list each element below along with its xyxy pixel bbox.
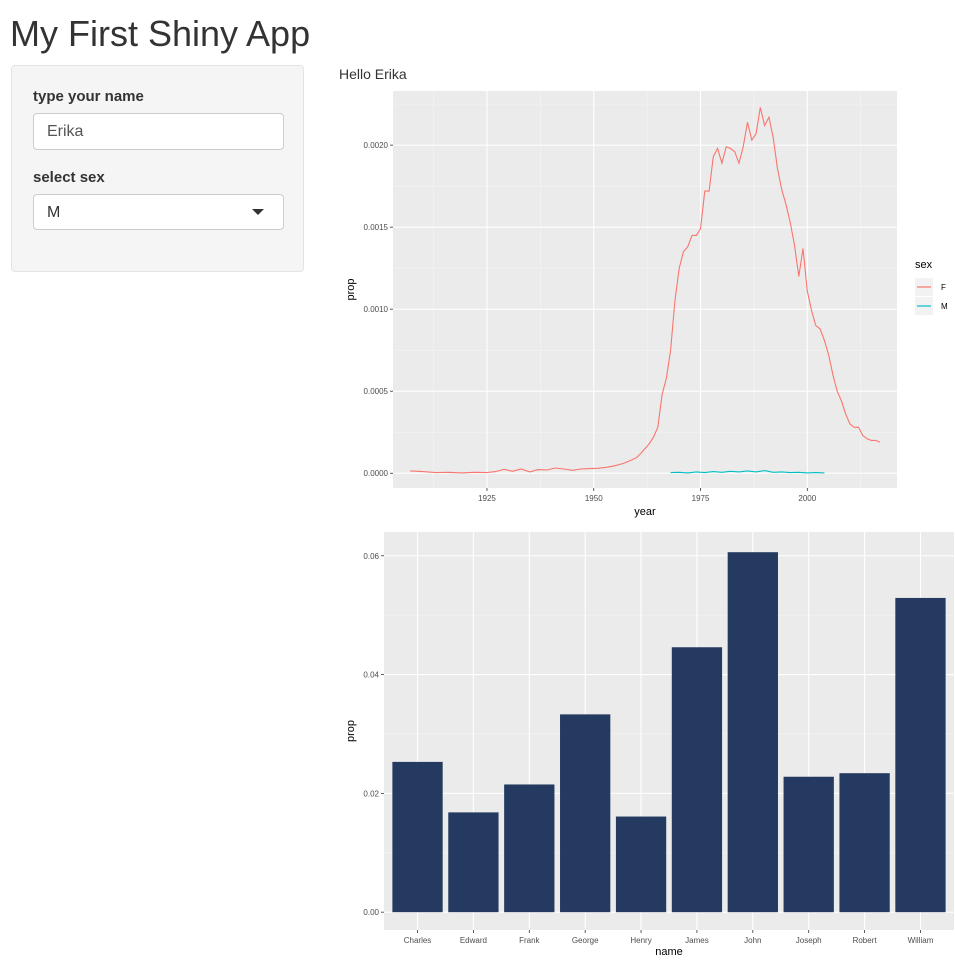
bar-chart: 0.00 0.02 0.04 0.06 Charles Edward Frank George… (345, 532, 954, 958)
x-tick-label: Edward (460, 936, 487, 945)
y-tick-label: 0.0010 (364, 305, 389, 314)
y-axis-title: prop (345, 278, 357, 300)
y-tick-label: 0.02 (363, 789, 379, 798)
bar-george (560, 714, 611, 913)
bar-john (727, 552, 778, 913)
app-title: My First Shiny App (10, 13, 311, 54)
plot-panel (393, 91, 897, 488)
y-tick-label: 0.0015 (364, 223, 389, 232)
legend-label-F: F (941, 283, 946, 292)
sex-select[interactable]: M (33, 194, 284, 230)
sex-select-value: M (47, 204, 61, 221)
x-tick-label: 1925 (478, 494, 496, 503)
y-tick-label: 0.00 (363, 908, 379, 917)
bar-william (895, 597, 946, 913)
greeting-text: Hello Erika (339, 66, 407, 82)
x-tick-label: 1950 (585, 494, 603, 503)
bar-robert (839, 773, 890, 913)
sex-label: select sex (33, 169, 105, 186)
x-tick-label: Charles (404, 936, 432, 945)
bar-joseph (783, 776, 834, 913)
bar-charles (392, 761, 443, 913)
x-tick-label: James (685, 936, 709, 945)
line-chart: 1925 1950 1975 2000 0.0000 0.0005 0.0010 0.0015… (345, 91, 948, 518)
x-tick-label: George (572, 936, 599, 945)
x-tick-label: William (908, 936, 934, 945)
x-tick-label: Henry (630, 936, 651, 945)
x-tick-label: Frank (519, 936, 540, 945)
legend-title: sex (915, 259, 933, 271)
y-tick-label: 0.04 (363, 671, 379, 680)
x-tick-label: Joseph (796, 936, 822, 945)
y-tick-label: 0.0005 (364, 387, 389, 396)
bar-james (671, 647, 723, 913)
bar-frank (504, 784, 555, 913)
y-axis-title: prop (345, 720, 357, 742)
bar-henry (615, 816, 667, 913)
y-tick-label: 0.0000 (364, 469, 389, 478)
series-line-F (410, 107, 881, 474)
name-label: type your name (33, 88, 144, 105)
x-axis-title: year (634, 506, 656, 518)
x-axis-title: name (655, 946, 683, 958)
caret-down-icon (252, 209, 264, 215)
bar-edward (448, 812, 499, 913)
x-tick-label: 2000 (798, 494, 816, 503)
sidebar-panel: type your name select sex M (11, 65, 304, 272)
series-line-M (670, 470, 825, 474)
y-tick-label: 0.0020 (364, 141, 389, 150)
y-tick-label: 0.06 (363, 552, 379, 561)
x-tick-label: Robert (853, 936, 878, 945)
x-tick-label: John (744, 936, 761, 945)
legend-label-M: M (941, 302, 948, 311)
name-input[interactable] (33, 113, 284, 150)
x-tick-label: 1975 (692, 494, 710, 503)
